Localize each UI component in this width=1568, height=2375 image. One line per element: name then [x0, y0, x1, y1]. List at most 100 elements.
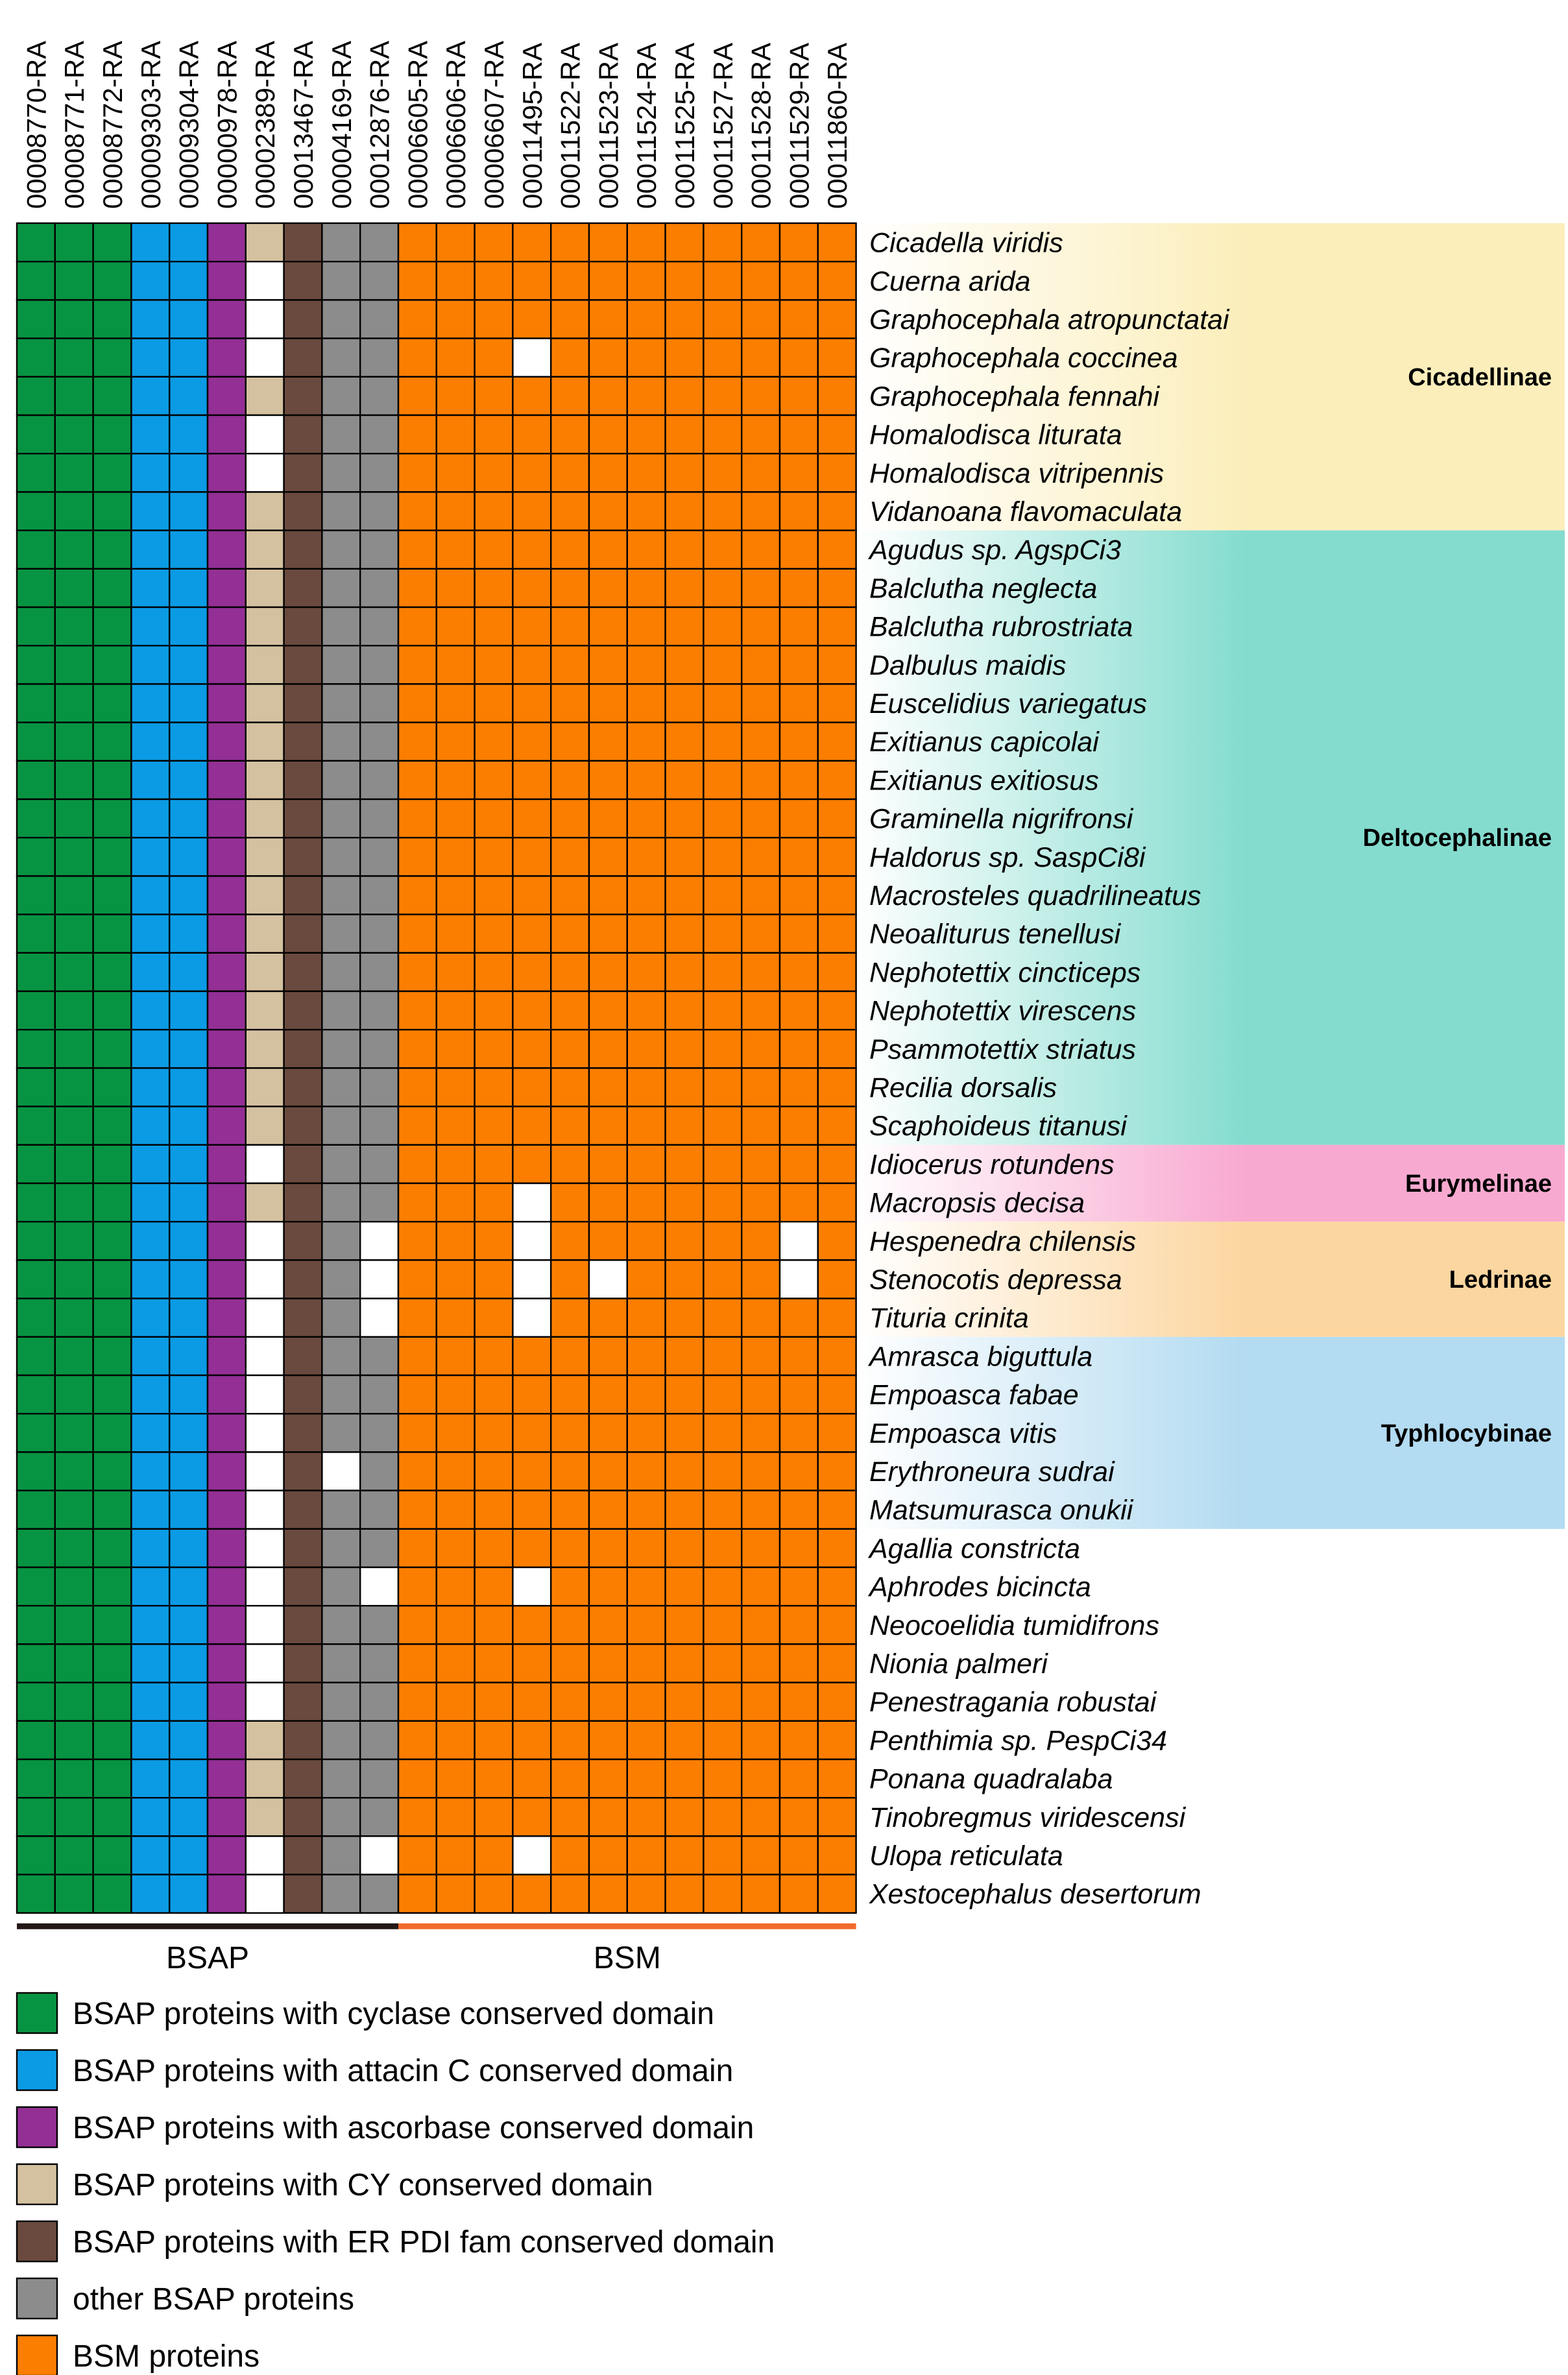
heatmap-cell [16, 1144, 56, 1185]
heatmap-cell [16, 261, 56, 301]
heatmap-cell [817, 1796, 857, 1837]
heatmap-cell [435, 1259, 476, 1299]
heatmap-cell [321, 1105, 361, 1146]
heatmap-cell [512, 1566, 552, 1607]
heatmap-cell [474, 1451, 514, 1491]
heatmap-cell [435, 798, 476, 839]
heatmap-cell [321, 414, 361, 455]
heatmap-cell [169, 1259, 209, 1299]
heatmap-cell [626, 1874, 666, 1914]
heatmap-cell [588, 1412, 628, 1453]
heatmap-cell [588, 952, 628, 993]
heatmap-cell [130, 414, 171, 455]
heatmap-cell [169, 683, 209, 723]
species-label: Aphrodes bicincta [867, 1572, 1091, 1603]
heatmap-cell [16, 913, 56, 954]
heatmap-cell [16, 875, 56, 915]
heatmap-cell [626, 1105, 666, 1146]
heatmap-cell [474, 222, 514, 263]
heatmap-cell [740, 1067, 781, 1107]
heatmap-cell [474, 299, 514, 339]
heatmap-cell [16, 1643, 56, 1683]
heatmap-cell [54, 1144, 94, 1185]
heatmap-cell [130, 1528, 171, 1569]
heatmap-cell [92, 529, 132, 570]
heatmap-cell [169, 952, 209, 993]
heatmap-cell [703, 1374, 743, 1415]
heatmap-cell [740, 1720, 781, 1761]
heatmap-cell [435, 1028, 476, 1069]
heatmap-cell [130, 952, 171, 993]
heatmap-cell [588, 798, 628, 839]
heatmap-cell [664, 1682, 705, 1722]
heatmap-cell [130, 606, 171, 647]
heatmap-cell [206, 1297, 247, 1338]
heatmap-cell [778, 760, 819, 801]
legend-label: BSAP proteins with cyclase conserved dom… [73, 1997, 714, 2031]
group-label: BSAP [166, 1941, 249, 1975]
heatmap-cell [778, 491, 819, 531]
heatmap-cell [130, 1182, 171, 1223]
heatmap-cell [588, 376, 628, 416]
heatmap-cell [626, 1758, 666, 1799]
heatmap-cell [245, 337, 285, 378]
heatmap-cell [626, 1067, 666, 1107]
heatmap-cell [245, 261, 285, 301]
heatmap-cell [169, 299, 209, 339]
heatmap-cell [359, 875, 400, 915]
heatmap-cell [550, 836, 590, 877]
subfamily-label: Typhlocybinae [1381, 1420, 1552, 1447]
heatmap-cell [626, 1489, 666, 1530]
heatmap-cell [703, 990, 743, 1031]
heatmap-cell [92, 1220, 132, 1261]
heatmap-cell [550, 453, 590, 493]
heatmap-cell [664, 1604, 705, 1645]
heatmap-cell [664, 721, 705, 762]
heatmap-cell [16, 952, 56, 993]
heatmap-cell [664, 875, 705, 915]
heatmap-cell [359, 1643, 400, 1683]
heatmap-cell [169, 1144, 209, 1185]
heatmap-cell [474, 645, 514, 685]
heatmap-cell [664, 1028, 705, 1069]
heatmap-cell [474, 798, 514, 839]
heatmap-cell [321, 1758, 361, 1799]
subfamily-band [855, 1336, 1565, 1529]
heatmap-cell [550, 414, 590, 455]
heatmap-cell [664, 491, 705, 531]
heatmap-cell [435, 952, 476, 993]
heatmap-cell [92, 683, 132, 723]
heatmap-cell [740, 568, 781, 609]
heatmap-cell [359, 721, 400, 762]
heatmap-cell [397, 453, 437, 493]
heatmap-cell [130, 1451, 171, 1491]
heatmap-cell [435, 1835, 476, 1875]
heatmap-cell [130, 1374, 171, 1415]
heatmap-cell [283, 376, 323, 416]
heatmap-cell [740, 337, 781, 378]
heatmap-cell [550, 1566, 590, 1607]
heatmap-cell [778, 990, 819, 1031]
heatmap-cell [588, 1374, 628, 1415]
heatmap-cell [740, 683, 781, 723]
heatmap-cell [664, 1835, 705, 1875]
heatmap-cell [245, 453, 285, 493]
heatmap-cell [740, 414, 781, 455]
heatmap-cell [588, 683, 628, 723]
heatmap-cell [512, 1144, 552, 1185]
heatmap-cell [664, 683, 705, 723]
heatmap-cell [435, 299, 476, 339]
heatmap-cell [92, 990, 132, 1031]
heatmap-cell [321, 376, 361, 416]
heatmap-cell [626, 1604, 666, 1645]
heatmap-cell [359, 1758, 400, 1799]
column-label: 00008772-RA [97, 41, 128, 209]
heatmap-cell [169, 1566, 209, 1607]
heatmap-cell [740, 913, 781, 954]
heatmap-cell [206, 952, 247, 993]
heatmap-cell [130, 1682, 171, 1722]
heatmap-cell [817, 1220, 857, 1261]
heatmap-cell [550, 798, 590, 839]
heatmap-cell [588, 1489, 628, 1530]
heatmap-cell [16, 1028, 56, 1069]
